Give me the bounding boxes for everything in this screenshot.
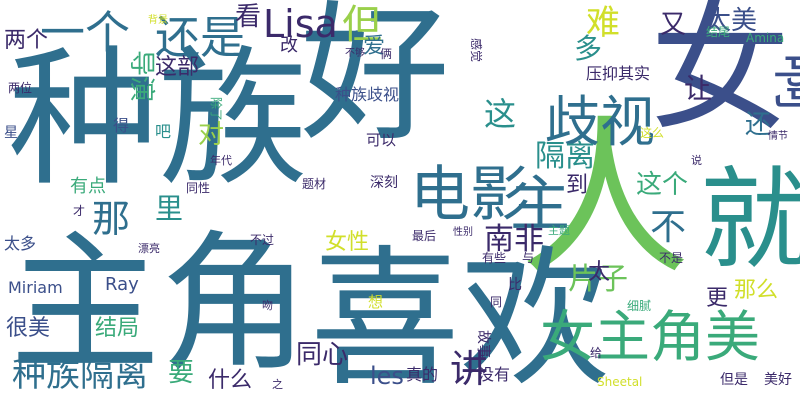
word-24: 片子	[568, 262, 628, 297]
word-23: 南非	[484, 222, 544, 257]
word-12: 啊	[765, 52, 800, 112]
word-64: 美好	[764, 372, 792, 388]
word-26: 太美	[705, 6, 758, 36]
word-4: 人	[520, 101, 691, 299]
word-71: 同性	[186, 181, 211, 195]
word-21: 这	[484, 95, 517, 133]
word-53: 太多	[4, 234, 37, 253]
word-8: 电影	[410, 160, 530, 230]
word-27: 看	[235, 2, 262, 32]
word-7: 就	[700, 156, 800, 284]
word-22: 隔离	[535, 139, 595, 174]
word-31: 还	[745, 110, 772, 140]
word-42: 很美	[6, 316, 51, 341]
word-84: 最后	[412, 229, 437, 243]
word-89: 与	[522, 251, 535, 265]
word-93: 想	[368, 293, 384, 311]
word-15: 一个	[40, 6, 131, 59]
word-41: 结局	[95, 316, 140, 341]
word-78: 除了	[209, 97, 223, 122]
word-35: 里	[155, 192, 184, 225]
word-51: Ray	[105, 274, 139, 295]
word-75: 不够	[345, 48, 365, 59]
word-14: Lisa	[263, 2, 338, 46]
word-28: 又	[660, 10, 687, 40]
word-63: 但是	[720, 372, 748, 388]
word-30: 让	[684, 72, 713, 105]
word-86: 主题	[548, 224, 570, 237]
word-49: 更	[706, 286, 729, 311]
word-96: 故事	[475, 330, 491, 358]
word-62: Sheetal	[597, 375, 643, 389]
word-66: 得	[113, 116, 130, 135]
word-98: 之	[272, 378, 283, 391]
word-90: 不是	[659, 251, 684, 265]
word-13: 还是	[155, 11, 246, 64]
word-60: Amina	[746, 31, 785, 45]
word-43: 要	[168, 358, 195, 388]
word-85: 性别	[453, 227, 473, 238]
word-32: 这个	[636, 170, 689, 200]
word-2: 好	[300, 0, 451, 162]
word-46: les	[370, 362, 404, 390]
word-88: 有些	[482, 251, 507, 265]
word-70: 题材	[302, 177, 327, 191]
word-68: 可以	[366, 131, 397, 149]
word-81: 说	[691, 154, 702, 167]
word-25: 讲	[450, 347, 489, 391]
word-69: 深刻	[370, 175, 398, 191]
word-76: 俩	[380, 47, 393, 61]
word-18: 种族隔离	[12, 355, 148, 395]
word-56: 改	[280, 35, 298, 56]
word-82: 才	[73, 204, 86, 218]
word-73: 两位	[8, 81, 33, 95]
word-10: 女主角美	[540, 305, 761, 369]
word-17: 难	[586, 3, 620, 43]
word-91: 比	[508, 277, 522, 293]
word-95: 细腻	[627, 299, 652, 313]
word-34: 太	[588, 260, 611, 285]
word-83: 不过	[250, 233, 275, 247]
word-11: 歧视	[545, 90, 656, 154]
word-3: 女	[650, 0, 791, 151]
word-79: 这么	[640, 126, 665, 140]
word-57: 种族歧视	[335, 85, 400, 104]
word-47: 真的	[406, 365, 439, 384]
word-1: 种族	[8, 33, 309, 207]
word-97: 给	[590, 346, 603, 360]
word-52: Miriam	[8, 278, 63, 297]
word-80: 情节	[768, 131, 788, 142]
word-38: 这部	[155, 55, 200, 80]
word-37: 导演	[126, 50, 156, 103]
word-9: 主	[510, 170, 570, 240]
word-92: 同	[490, 295, 503, 309]
word-94: 吻	[262, 299, 273, 312]
word-67: 吧	[155, 122, 172, 141]
word-36: 对	[198, 120, 225, 150]
word-61: 结尾	[706, 25, 731, 39]
word-77: 感觉	[469, 38, 483, 63]
word-19: 那	[92, 197, 131, 241]
word-48: 没有	[478, 365, 511, 384]
word-59: 其实	[618, 64, 651, 83]
word-40: 女性	[325, 230, 370, 255]
word-50: 那么	[734, 278, 779, 303]
word-54: 有点	[70, 176, 106, 197]
word-45: 什么	[208, 368, 253, 393]
word-33: 到	[566, 173, 589, 198]
word-55: 爱	[363, 34, 386, 59]
word-58: 压抑	[586, 64, 619, 83]
word-72: 年代	[210, 154, 232, 167]
word-74: 背景	[148, 15, 168, 26]
word-44: 同心	[296, 340, 349, 370]
word-65: 星	[4, 125, 18, 141]
word-5: 主角	[10, 218, 311, 392]
word-87: 漂亮	[138, 242, 160, 255]
word-39: 两个	[4, 28, 49, 53]
word-29: 多	[574, 32, 603, 65]
word-16: 但	[342, 2, 382, 48]
word-6: 喜欢	[310, 233, 611, 400]
word-20: 不	[650, 207, 687, 248]
